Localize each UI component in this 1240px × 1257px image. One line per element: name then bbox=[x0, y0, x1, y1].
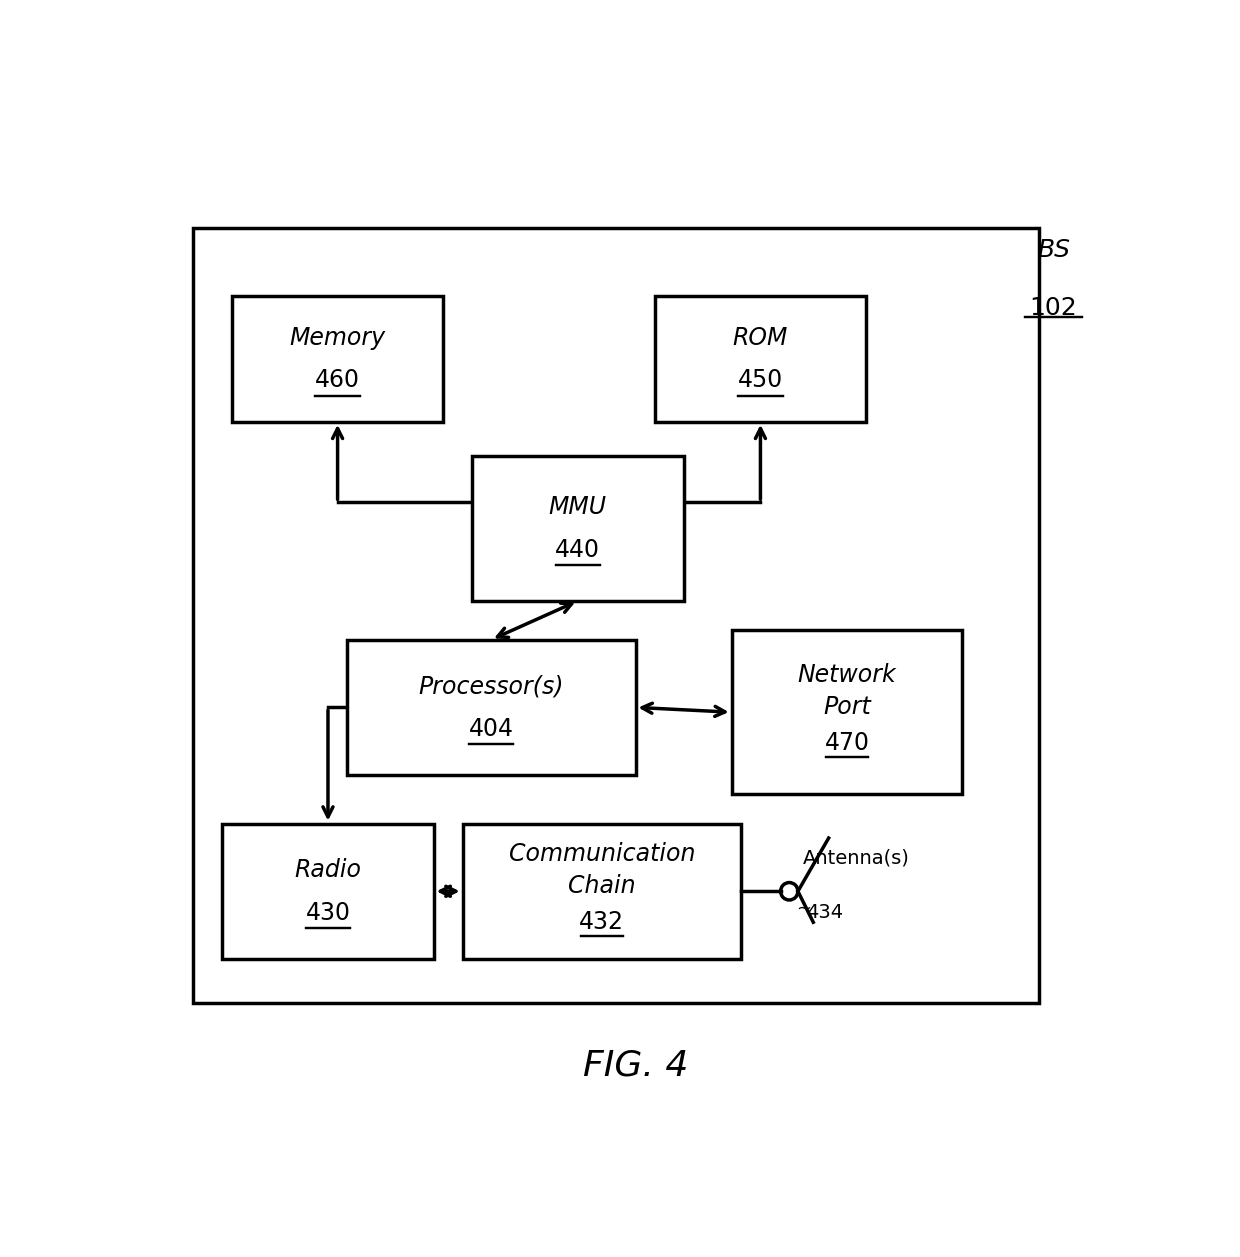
Text: MMU: MMU bbox=[549, 495, 606, 519]
Text: 434: 434 bbox=[806, 903, 843, 921]
Bar bbox=[222, 823, 434, 959]
Text: 470: 470 bbox=[825, 732, 869, 755]
Text: BS: BS bbox=[1037, 238, 1070, 263]
Text: Chain: Chain bbox=[568, 875, 636, 899]
Text: 440: 440 bbox=[556, 538, 600, 562]
Text: Radio: Radio bbox=[294, 859, 362, 882]
Text: Processor(s): Processor(s) bbox=[419, 674, 564, 698]
Text: FIG. 4: FIG. 4 bbox=[583, 1048, 688, 1082]
Bar bbox=[232, 295, 444, 422]
Bar bbox=[193, 229, 1039, 1003]
Text: Communication: Communication bbox=[508, 842, 696, 866]
Text: Port: Port bbox=[823, 695, 870, 719]
Text: 450: 450 bbox=[738, 368, 782, 392]
Text: 460: 460 bbox=[315, 368, 360, 392]
Bar bbox=[463, 823, 742, 959]
Text: 102: 102 bbox=[1029, 295, 1078, 321]
Text: ROM: ROM bbox=[733, 326, 789, 349]
Text: Network: Network bbox=[797, 664, 897, 688]
Bar bbox=[347, 640, 635, 776]
Bar bbox=[472, 456, 683, 601]
Text: ~: ~ bbox=[796, 899, 811, 918]
Text: Memory: Memory bbox=[289, 326, 386, 349]
Bar bbox=[655, 295, 866, 422]
Text: 404: 404 bbox=[469, 716, 513, 740]
Text: 432: 432 bbox=[579, 910, 625, 934]
Bar bbox=[732, 630, 962, 794]
Text: Antenna(s): Antenna(s) bbox=[802, 848, 910, 867]
Text: 430: 430 bbox=[305, 900, 351, 925]
